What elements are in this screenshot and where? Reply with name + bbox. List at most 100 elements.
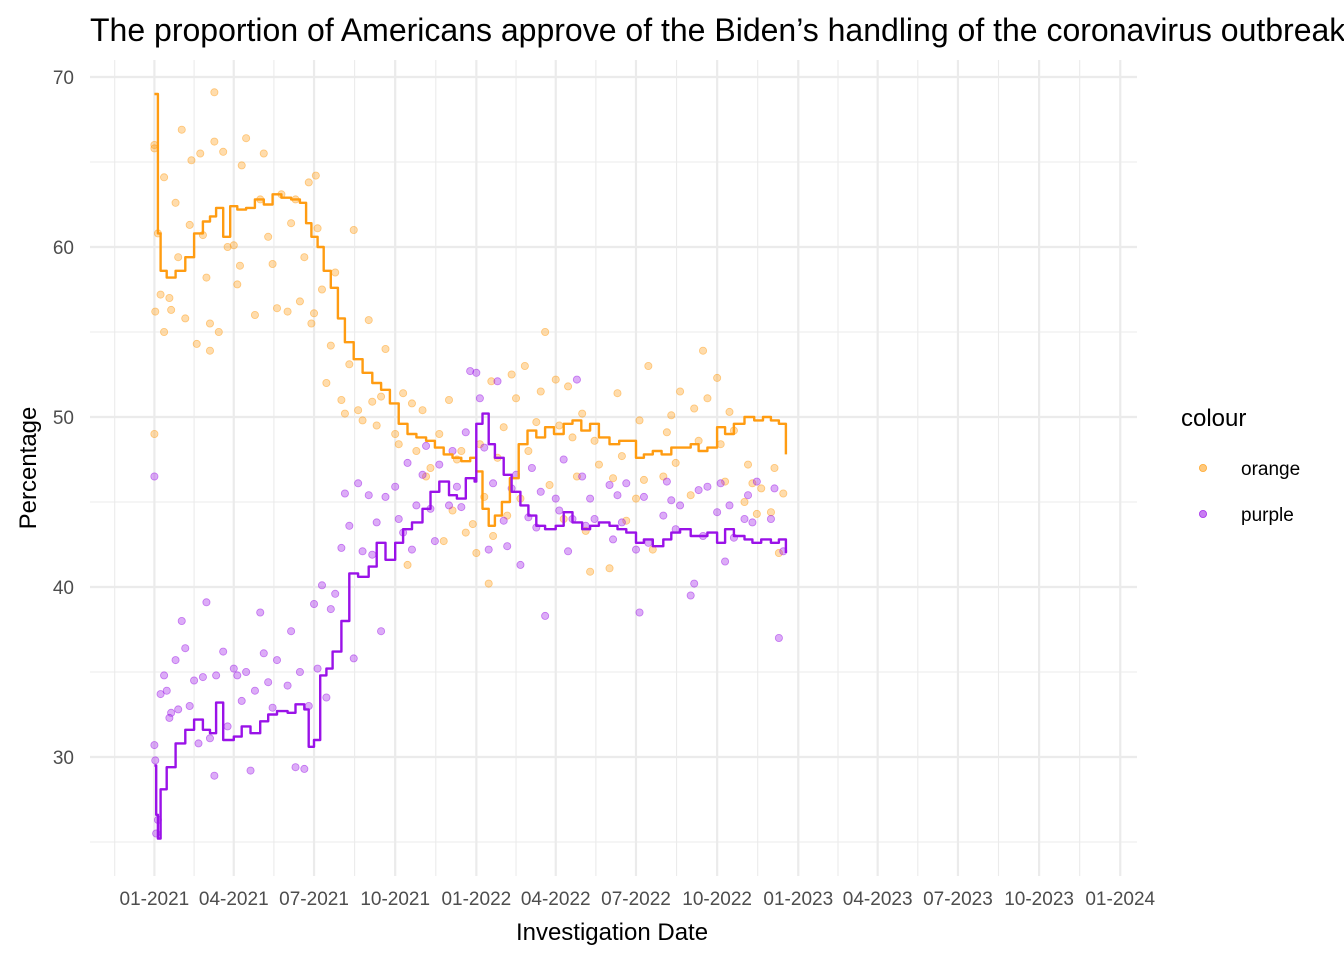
data-point-purple (586, 494, 595, 503)
data-point-purple (752, 477, 761, 486)
data-point-orange (752, 509, 761, 518)
data-point-orange (568, 433, 577, 442)
legend-key-purple (1199, 509, 1208, 518)
data-point-orange (725, 407, 734, 416)
grid (90, 60, 1137, 876)
legend-title: colour (1181, 405, 1246, 432)
data-points (150, 88, 788, 838)
data-point-orange (202, 273, 211, 282)
data-point-orange (326, 341, 335, 350)
legend-label-purple: purple (1241, 505, 1294, 526)
data-point-purple (151, 756, 160, 765)
data-point-orange (662, 428, 671, 437)
data-point-purple (475, 394, 484, 403)
data-point-orange (779, 489, 788, 498)
data-point-purple (499, 516, 508, 525)
data-point-orange (283, 307, 292, 316)
data-point-orange (150, 429, 159, 438)
x-axis-ticks: 01-2021 04-2021 07-2021 10-2021 01-2022 04-20… (120, 889, 1156, 910)
data-point-orange (541, 327, 550, 336)
data-point-orange (667, 411, 676, 420)
data-point-purple (295, 668, 304, 677)
data-point-orange (310, 309, 319, 318)
data-point-orange (774, 549, 783, 558)
data-point-purple (377, 627, 386, 636)
y-axis-title: Percentage (15, 407, 42, 530)
data-point-purple (694, 486, 703, 495)
data-point-purple (466, 367, 475, 376)
data-point-orange (713, 373, 722, 382)
x-axis-title: Investigation Date (516, 919, 708, 946)
data-point-orange (605, 564, 614, 573)
data-point-purple (223, 722, 232, 731)
data-point-purple (444, 501, 453, 510)
data-point-orange (594, 460, 603, 469)
data-point-purple (667, 496, 676, 505)
data-point-orange (229, 241, 238, 250)
data-point-orange (699, 346, 708, 355)
data-point-orange (345, 360, 354, 369)
data-point-purple (162, 686, 171, 695)
data-point-orange (744, 460, 753, 469)
data-point-orange (671, 458, 680, 467)
data-point-orange (165, 293, 174, 302)
data-point-purple (489, 479, 498, 488)
data-point-purple (364, 491, 373, 500)
data-point-orange (545, 480, 554, 489)
data-point-purple (160, 671, 169, 680)
data-point-purple (662, 477, 671, 486)
data-point-purple (264, 678, 273, 687)
data-point-purple (472, 368, 481, 377)
x-tick-label: 04-2023 (843, 889, 913, 910)
data-point-purple (551, 494, 560, 503)
data-point-purple (613, 491, 622, 500)
data-point-purple (205, 734, 214, 743)
y-tick-label: 70 (53, 68, 74, 89)
data-point-purple (484, 545, 493, 554)
data-point-orange (686, 491, 695, 500)
data-point-purple (233, 671, 242, 680)
data-point-purple (219, 647, 228, 656)
data-point-orange (766, 508, 775, 517)
data-point-purple (174, 705, 183, 714)
data-point-orange (235, 261, 244, 270)
legend-label-orange: orange (1241, 459, 1300, 480)
data-point-orange (349, 225, 358, 234)
data-point-orange (489, 532, 498, 541)
data-point-purple (740, 515, 749, 524)
data-point-purple (291, 763, 300, 772)
data-point-purple (422, 441, 431, 450)
data-point-purple (368, 550, 377, 559)
data-point-orange (399, 389, 408, 398)
data-point-orange (520, 361, 529, 370)
data-point-orange (555, 421, 564, 430)
data-point-orange (391, 429, 400, 438)
data-point-orange (304, 178, 313, 187)
data-point-orange (394, 440, 403, 449)
data-point-purple (242, 668, 251, 677)
data-point-purple (452, 482, 461, 491)
y-tick-label: 60 (53, 238, 74, 259)
data-point-orange (185, 220, 194, 229)
data-point-orange (171, 198, 180, 207)
data-point-purple (250, 686, 259, 695)
data-point-orange (317, 285, 326, 294)
data-point-purple (349, 654, 358, 663)
data-point-purple (572, 375, 581, 384)
data-point-orange (770, 463, 779, 472)
data-point-orange (457, 446, 466, 455)
data-point-orange (372, 421, 381, 430)
data-point-purple (457, 503, 466, 512)
data-point-purple (345, 521, 354, 530)
data-point-orange (358, 416, 367, 425)
data-point-purple (605, 480, 614, 489)
data-point-purple (686, 591, 695, 600)
data-point-purple (725, 501, 734, 510)
data-point-orange (586, 567, 595, 576)
series-line-orange (154, 92, 788, 527)
data-point-purple (381, 492, 390, 501)
data-point-purple (210, 771, 219, 780)
data-point-purple (259, 649, 268, 658)
data-point-purple (156, 690, 165, 699)
